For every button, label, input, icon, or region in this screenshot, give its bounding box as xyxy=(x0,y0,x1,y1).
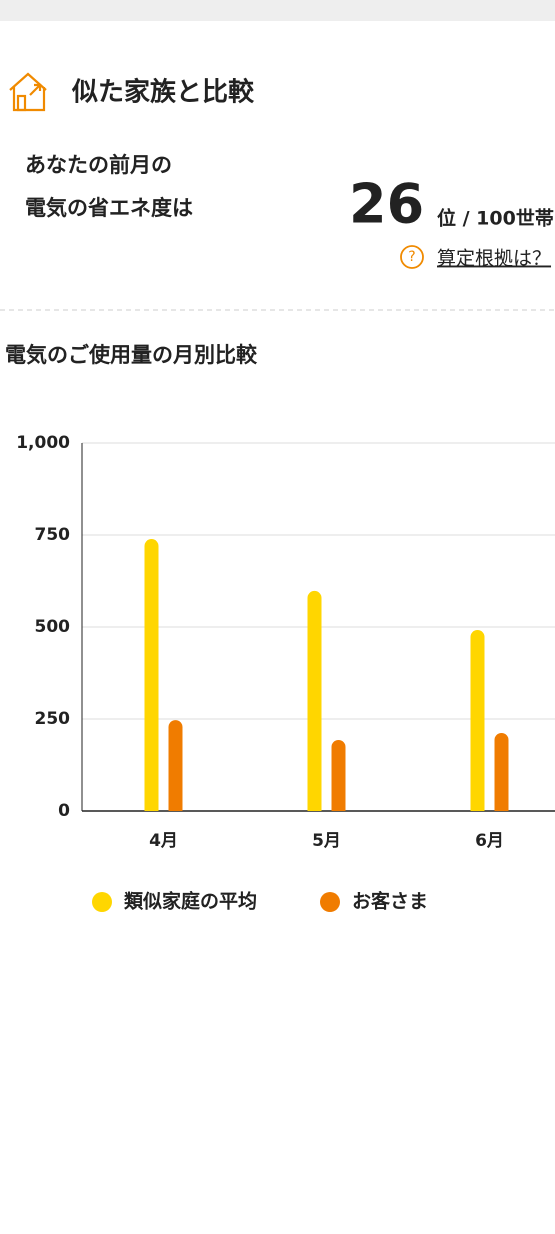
house-icon xyxy=(9,72,47,112)
rank-suffix: 位 / 100世帯 xyxy=(437,207,554,230)
score-label: あなたの前月の xyxy=(25,153,172,177)
y-tick-label: 750 xyxy=(35,525,71,545)
x-tick-label: 6月 xyxy=(475,831,504,851)
bar-base xyxy=(494,771,509,811)
chart-title: 電気のご使用量の月別比較 xyxy=(5,343,258,367)
score-label: 電気の省エネ度は xyxy=(25,196,193,220)
bar-base xyxy=(307,700,322,811)
y-tick-label: 0 xyxy=(58,801,70,821)
bar-base xyxy=(470,720,485,811)
bar-base xyxy=(331,775,346,811)
bar-base xyxy=(144,675,159,811)
legend-label: お客さま xyxy=(352,890,428,913)
legend-swatch xyxy=(92,892,112,912)
top-bar xyxy=(0,0,555,21)
y-tick-label: 500 xyxy=(35,617,71,637)
x-tick-label: 5月 xyxy=(312,831,341,851)
legend-label: 類似家庭の平均 xyxy=(123,890,257,913)
rank: 26 xyxy=(349,173,424,236)
svg-text:?: ? xyxy=(408,249,415,265)
basis-link[interactable]: 算定根拠は？ xyxy=(437,248,551,270)
help-icon[interactable]: ? xyxy=(400,245,424,269)
y-tick-label: 250 xyxy=(35,709,71,729)
x-tick-label: 4月 xyxy=(149,831,178,851)
y-tick-label: 1,000 xyxy=(16,433,70,453)
bar-base xyxy=(168,765,183,811)
legend-swatch xyxy=(320,892,340,912)
section-title: 似た家族と比較 xyxy=(71,77,255,108)
